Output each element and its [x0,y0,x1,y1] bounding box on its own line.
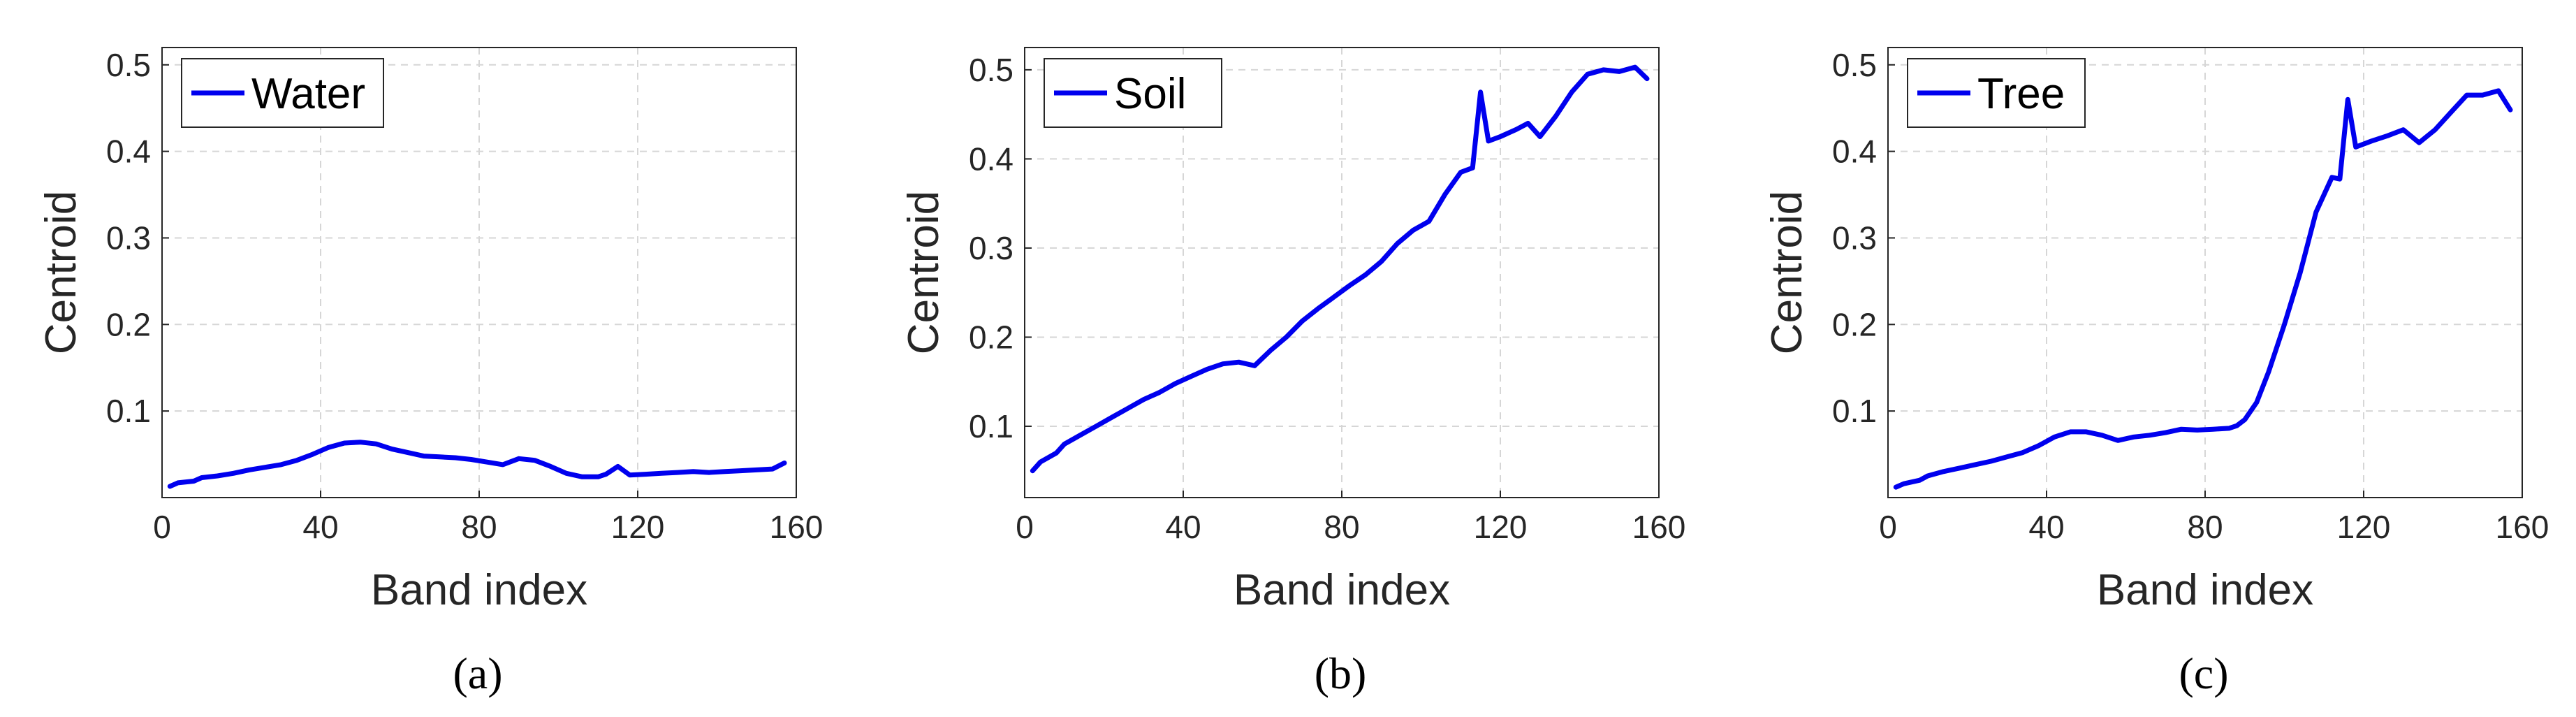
chart-3-series-line-0 [1893,88,2513,490]
chart-3-y-axis-label: Centroid [1763,191,1811,354]
chart-3-y-tick-label-0: 0.1 [1832,393,1877,429]
chart-1-series-line-0 [167,440,787,489]
chart-3: 0 40 80 120 160 0.1 0.2 0.3 0.4 0.5 Tree Band index… [1763,47,2549,698]
chart-2-y-tick-label-2: 0.3 [969,230,1013,266]
chart-2-y-tick-label-0: 0.1 [969,408,1013,444]
chart-2-x-tick-label-0: 0 [1016,509,1034,545]
chart-1-x-tick-label-1: 40 [302,509,338,545]
chart-1: 0 40 80 120 160 0.1 0.2 0.3 0.4 0.5 Water Band inde… [37,47,823,698]
chart-1-y-axis-label: Centroid [37,191,85,354]
chart-3-x-tick-label-0: 0 [1879,509,1897,545]
chart-2-series-line-0 [1030,64,1650,474]
chart-1-x-tick-label-0: 0 [153,509,171,545]
chart-1-x-tick-label-2: 80 [461,509,497,545]
chart-2-x-tick-label-1: 40 [1165,509,1201,545]
chart-2-x-tick-label-2: 80 [1324,509,1359,545]
chart-3-legend-label: Tree [1977,70,2065,118]
chart-1-y-tick-label-3: 0.4 [106,133,151,170]
chart-3-y-tick-label-4: 0.5 [1832,47,1877,83]
chart-2-y-tick-label-4: 0.5 [969,52,1013,88]
chart-1-x-axis-label: Band index [371,566,587,614]
chart-2-x-tick-label-4: 160 [1632,509,1686,545]
chart-2-y-tick-label-3: 0.4 [969,140,1013,177]
chart-1-y-tick-label-1: 0.2 [106,306,151,342]
chart-1-caption: (a) [453,649,502,698]
chart-1-legend-label: Water [251,70,365,118]
chart-3-x-tick-label-1: 40 [2028,509,2064,545]
chart-2-legend-label: Soil [1114,70,1186,118]
chart-3-x-tick-label-3: 120 [2337,509,2391,545]
chart-3-x-axis-label: Band index [2097,566,2313,614]
chart-2-x-axis-label: Band index [1234,566,1450,614]
chart-3-y-tick-label-3: 0.4 [1832,133,1877,170]
chart-2: 0 40 80 120 160 0.1 0.2 0.3 0.4 0.5 Soil Band index… [900,47,1686,698]
chart-3-y-tick-label-2: 0.3 [1832,219,1877,256]
chart-3-y-tick-label-1: 0.2 [1832,306,1877,342]
chart-3-caption: (c) [2179,649,2228,698]
chart-1-y-tick-label-0: 0.1 [106,393,151,429]
chart-2-x-tick-label-3: 120 [1474,509,1528,545]
chart-1-y-tick-label-4: 0.5 [106,47,151,83]
chart-2-y-tick-label-1: 0.2 [969,319,1013,355]
chart-3-x-tick-label-4: 160 [2496,509,2549,545]
chart-2-caption: (b) [1315,649,1367,698]
chart-2-y-axis-label: Centroid [900,191,948,354]
chart-1-x-tick-label-4: 160 [770,509,824,545]
chart-3-x-tick-label-2: 80 [2187,509,2223,545]
chart-1-x-tick-label-3: 120 [611,509,665,545]
chart-1-y-tick-label-2: 0.3 [106,219,151,256]
